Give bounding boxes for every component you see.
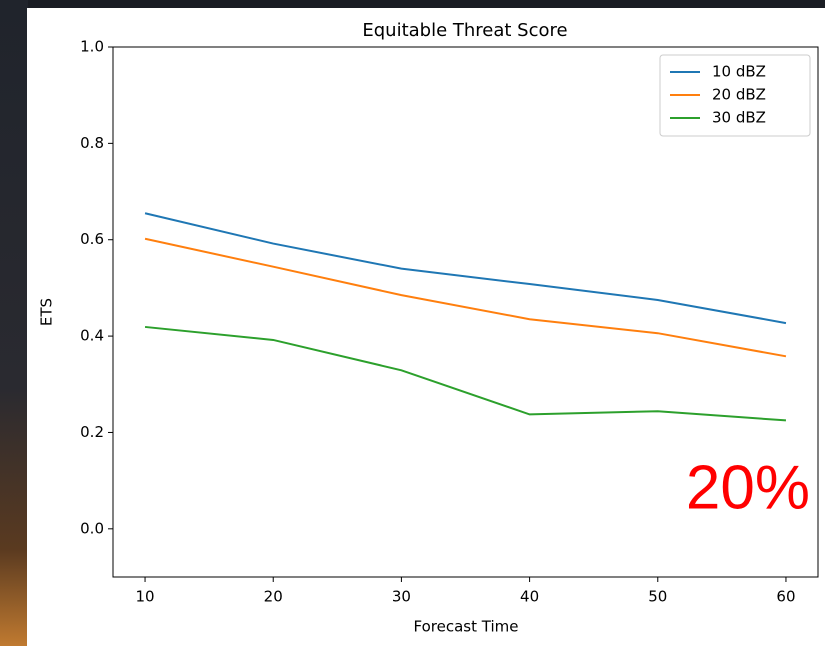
y-tick-label: 0.0 — [80, 519, 104, 537]
line-series — [144, 325, 787, 422]
y-tick-label: 1.0 — [80, 38, 104, 56]
y-axis-label: ETS — [38, 298, 56, 326]
axes-frame — [112, 46, 819, 578]
chart-title: Equitable Threat Score — [362, 20, 567, 41]
annotation: 20% — [686, 453, 810, 522]
x-tick-label: 10 — [135, 588, 154, 606]
line-series — [144, 237, 787, 358]
x-tick-label: 40 — [520, 588, 539, 606]
x-tick-label: 20 — [264, 588, 283, 606]
legend-label: 20 dBZ — [712, 86, 766, 104]
y-tick-label: 0.4 — [80, 327, 104, 345]
legend-label: 30 dBZ — [712, 109, 766, 127]
y-tick-label: 0.8 — [80, 134, 104, 152]
x-tick-label: 30 — [392, 588, 411, 606]
y-tick-label: 0.6 — [80, 230, 104, 248]
y-tick-label: 0.2 — [80, 423, 104, 441]
x-axis-label: Forecast Time — [414, 618, 519, 636]
legend-box — [659, 54, 811, 137]
line-series — [144, 212, 787, 325]
wallpaper-strip — [0, 0, 28, 646]
legend-label: 10 dBZ — [712, 63, 766, 81]
x-tick-label: 60 — [776, 588, 795, 606]
x-tick-label: 50 — [648, 588, 667, 606]
